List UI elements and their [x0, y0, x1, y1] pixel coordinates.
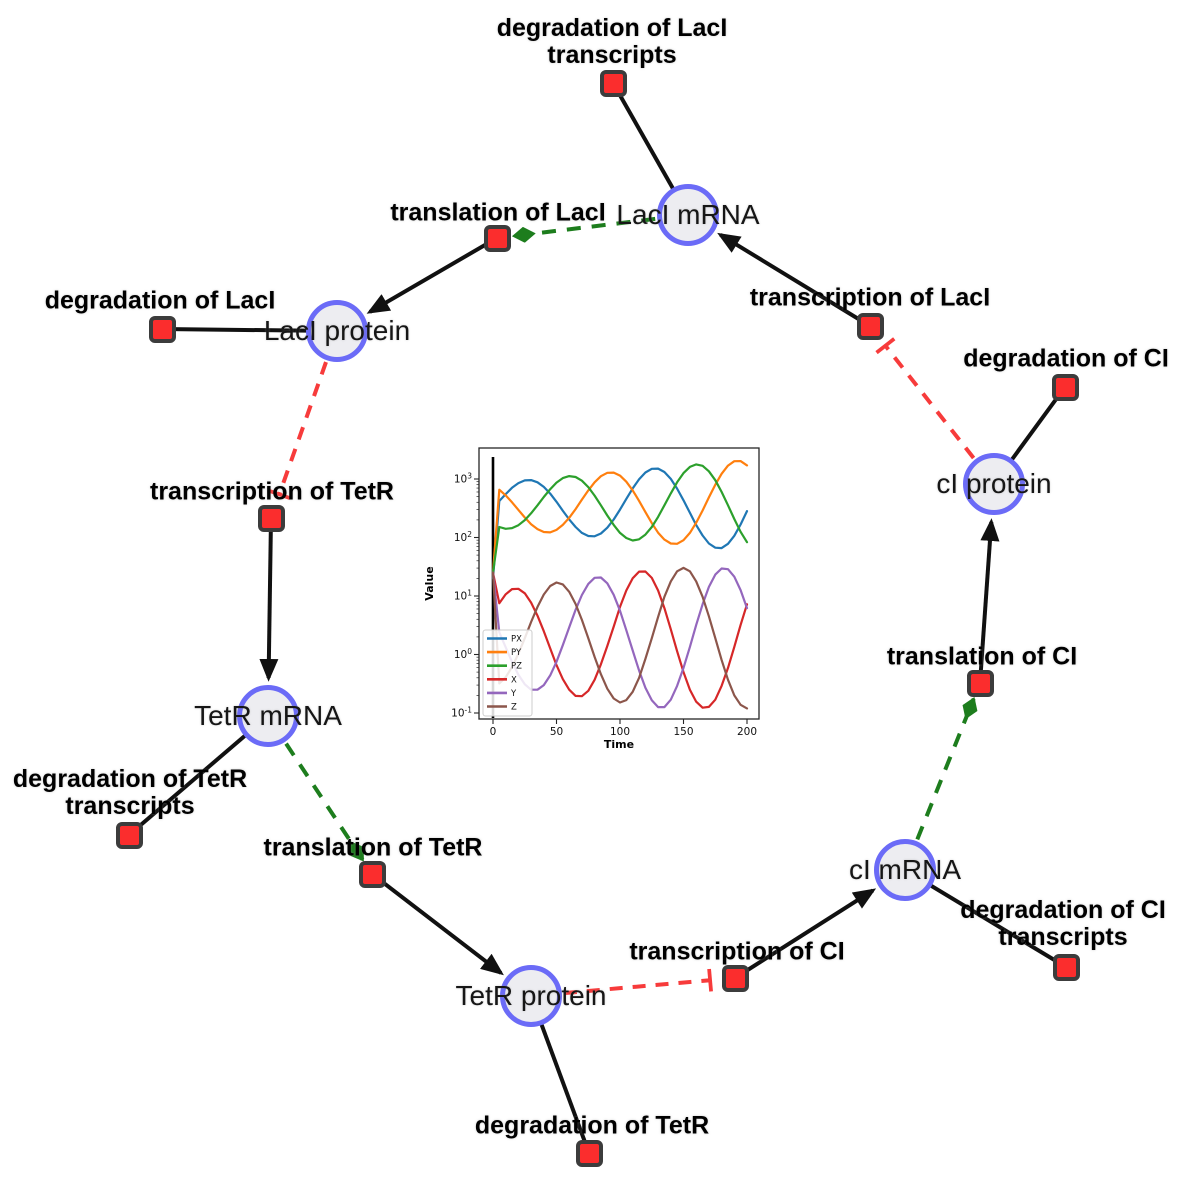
series-line-PY: [491, 460, 749, 574]
reaction-label-line: degradation of TetR: [12, 765, 248, 793]
reaction-label-line: transcription of TetR: [150, 477, 394, 506]
reaction-label-r_deg_laci_tx: degradation of LacI transcripts: [497, 15, 728, 69]
x-tick-label-200: 200: [737, 726, 757, 738]
legend-item-PZ: PZ: [487, 662, 522, 672]
reaction-node-r_deg_tetr_tx: [115, 821, 143, 849]
species-label-s_tetr_m: TetR mRNA: [194, 700, 342, 731]
reaction-node-r_deg_laci: [148, 315, 176, 343]
y-tick-label-10e0: 100: [454, 647, 472, 661]
reaction-label-line: transcription of LacI: [749, 283, 991, 312]
legend-label-X: X: [511, 675, 517, 685]
reaction-label-r_tr_laci: transcription of LacI: [749, 283, 991, 312]
species-label-s_laci_p: LacI protein: [263, 315, 411, 346]
chart-legend: PX PY PZ XYZ: [482, 629, 533, 717]
reaction-node-r_transl_laci: [483, 224, 511, 252]
legend-item-PY: PY: [487, 648, 522, 658]
reaction-label-r_transl_tetr: translation of TetR: [263, 833, 483, 862]
species-node-s_laci_p: [306, 300, 368, 362]
reaction-node-r_deg_ci_tx: [1052, 953, 1080, 981]
series-line-PX: [491, 467, 749, 580]
y-tick-label-10e1: 101: [454, 589, 472, 603]
species-node-s_ci_m: [874, 839, 936, 901]
reaction-label-line: degradation of CI: [963, 344, 1169, 373]
reaction-label-line: degradation of TetR: [474, 1111, 710, 1140]
species-label-s_ci_p: cI protein: [936, 468, 1052, 499]
y-axis-label: Value: [423, 566, 436, 600]
reaction-label-r_transl_laci: translation of LacI: [390, 198, 606, 227]
species-node-s_laci_m: [657, 184, 719, 246]
reaction-label-r_deg_ci_tx: degradation of CI transcripts: [960, 897, 1166, 951]
reaction-label-line: degradation of LacI: [44, 286, 276, 315]
reaction-label-r_tr_tetr: transcription of TetR: [150, 477, 394, 506]
y-tick-label-10e-1: 10-1: [451, 706, 472, 720]
product-edge-r_tr_ci-s_ci_m: [733, 888, 877, 980]
inset-chart: 10-1 100 101 102 103 0 50 100 150 200 Time Value PX P…: [420, 430, 770, 760]
reaction-node-r_deg_tetr: [575, 1139, 603, 1167]
species-node-s_ci_p: [963, 453, 1025, 515]
y-tick-label-10e3: 103: [454, 472, 472, 486]
product-edge-r_tr_tetr-s_tetr_m: [259, 517, 279, 682]
series-line-PZ: [491, 463, 749, 574]
inhibitor-edge-s_ci_p-r_tr_laci: [875, 337, 976, 460]
legend-item-X: X: [487, 675, 517, 685]
legend-label-PZ: PZ: [511, 662, 522, 672]
inhibitor-edge-s_tetr_p-r_tr_ci: [563, 968, 713, 996]
reaction-label-line: translation of LacI: [390, 198, 606, 227]
legend-item-Z: Z: [487, 703, 517, 713]
legend-label-Z: Z: [511, 703, 517, 713]
inhibitor-edge-s_laci_p-r_tr_tetr: [268, 361, 328, 500]
reactant-edge-s_ci_m-r_deg_ci_tx: [903, 868, 1068, 969]
x-tick-label-50: 50: [550, 726, 563, 738]
legend-item-Y: Y: [487, 689, 517, 699]
reaction-label-line: translation of CI: [886, 642, 1078, 671]
series-line-Z: [491, 566, 749, 710]
reaction-node-r_deg_ci: [1051, 373, 1079, 401]
y-tick-label-10e2: 102: [454, 530, 472, 544]
legend-label-PX: PX: [511, 635, 522, 645]
reaction-node-r_deg_laci_tx: [599, 69, 627, 97]
reaction-label-r_tr_ci: transcription of CI: [629, 937, 845, 966]
reaction-label-line: transcripts: [547, 41, 677, 69]
reaction-label-line: translation of TetR: [263, 833, 483, 862]
legend-label-Y: Y: [510, 689, 517, 699]
product-edge-r_transl_tetr-s_tetr_p: [370, 872, 504, 976]
reaction-label-r_deg_tetr_tx: degradation of TetR transcripts: [13, 766, 247, 820]
reaction-label-r_deg_tetr: degradation of TetR: [474, 1111, 710, 1140]
x-tick-label-100: 100: [610, 726, 630, 738]
reaction-label-line: degradation of LacI: [496, 14, 728, 42]
x-tick-label-150: 150: [673, 726, 693, 738]
reaction-label-line: degradation of CI: [960, 896, 1166, 924]
plot-frame: [478, 447, 760, 720]
species-node-s_tetr_m: [237, 685, 299, 747]
reaction-label-line: transcripts: [998, 923, 1128, 951]
legend-item-PX: PX: [487, 635, 522, 645]
series-line-Y: [491, 567, 749, 709]
reaction-label-line: transcripts: [65, 792, 195, 820]
reaction-label-line: transcription of CI: [629, 937, 845, 966]
species-node-s_tetr_p: [500, 965, 562, 1027]
reaction-node-r_tr_tetr: [257, 504, 285, 532]
modifier-edge-s_ci_m-r_transl_ci: [915, 696, 978, 841]
product-edge-r_transl_laci-s_laci_p: [366, 236, 499, 314]
product-edge-r_transl_ci-s_ci_p: [978, 518, 1000, 684]
reaction-label-r_deg_ci: degradation of CI: [963, 344, 1169, 373]
species-label-s_tetr_p: TetR protein: [455, 980, 607, 1011]
reaction-node-r_transl_tetr: [358, 860, 386, 888]
product-edge-r_tr_laci-s_laci_m: [717, 232, 872, 328]
legend-label-PY: PY: [511, 648, 522, 658]
reaction-node-r_tr_ci: [721, 964, 749, 992]
reaction-node-r_transl_ci: [966, 669, 994, 697]
reaction-label-r_deg_laci: degradation of LacI: [44, 286, 276, 315]
species-label-s_ci_m: cI mRNA: [849, 854, 961, 885]
x-tick-label-0: 0: [490, 726, 497, 738]
species-label-s_laci_m: LacI mRNA: [616, 199, 760, 230]
x-axis-label: Time: [604, 738, 634, 751]
reaction-label-r_transl_ci: translation of CI: [886, 642, 1078, 671]
reaction-node-r_tr_laci: [856, 312, 884, 340]
